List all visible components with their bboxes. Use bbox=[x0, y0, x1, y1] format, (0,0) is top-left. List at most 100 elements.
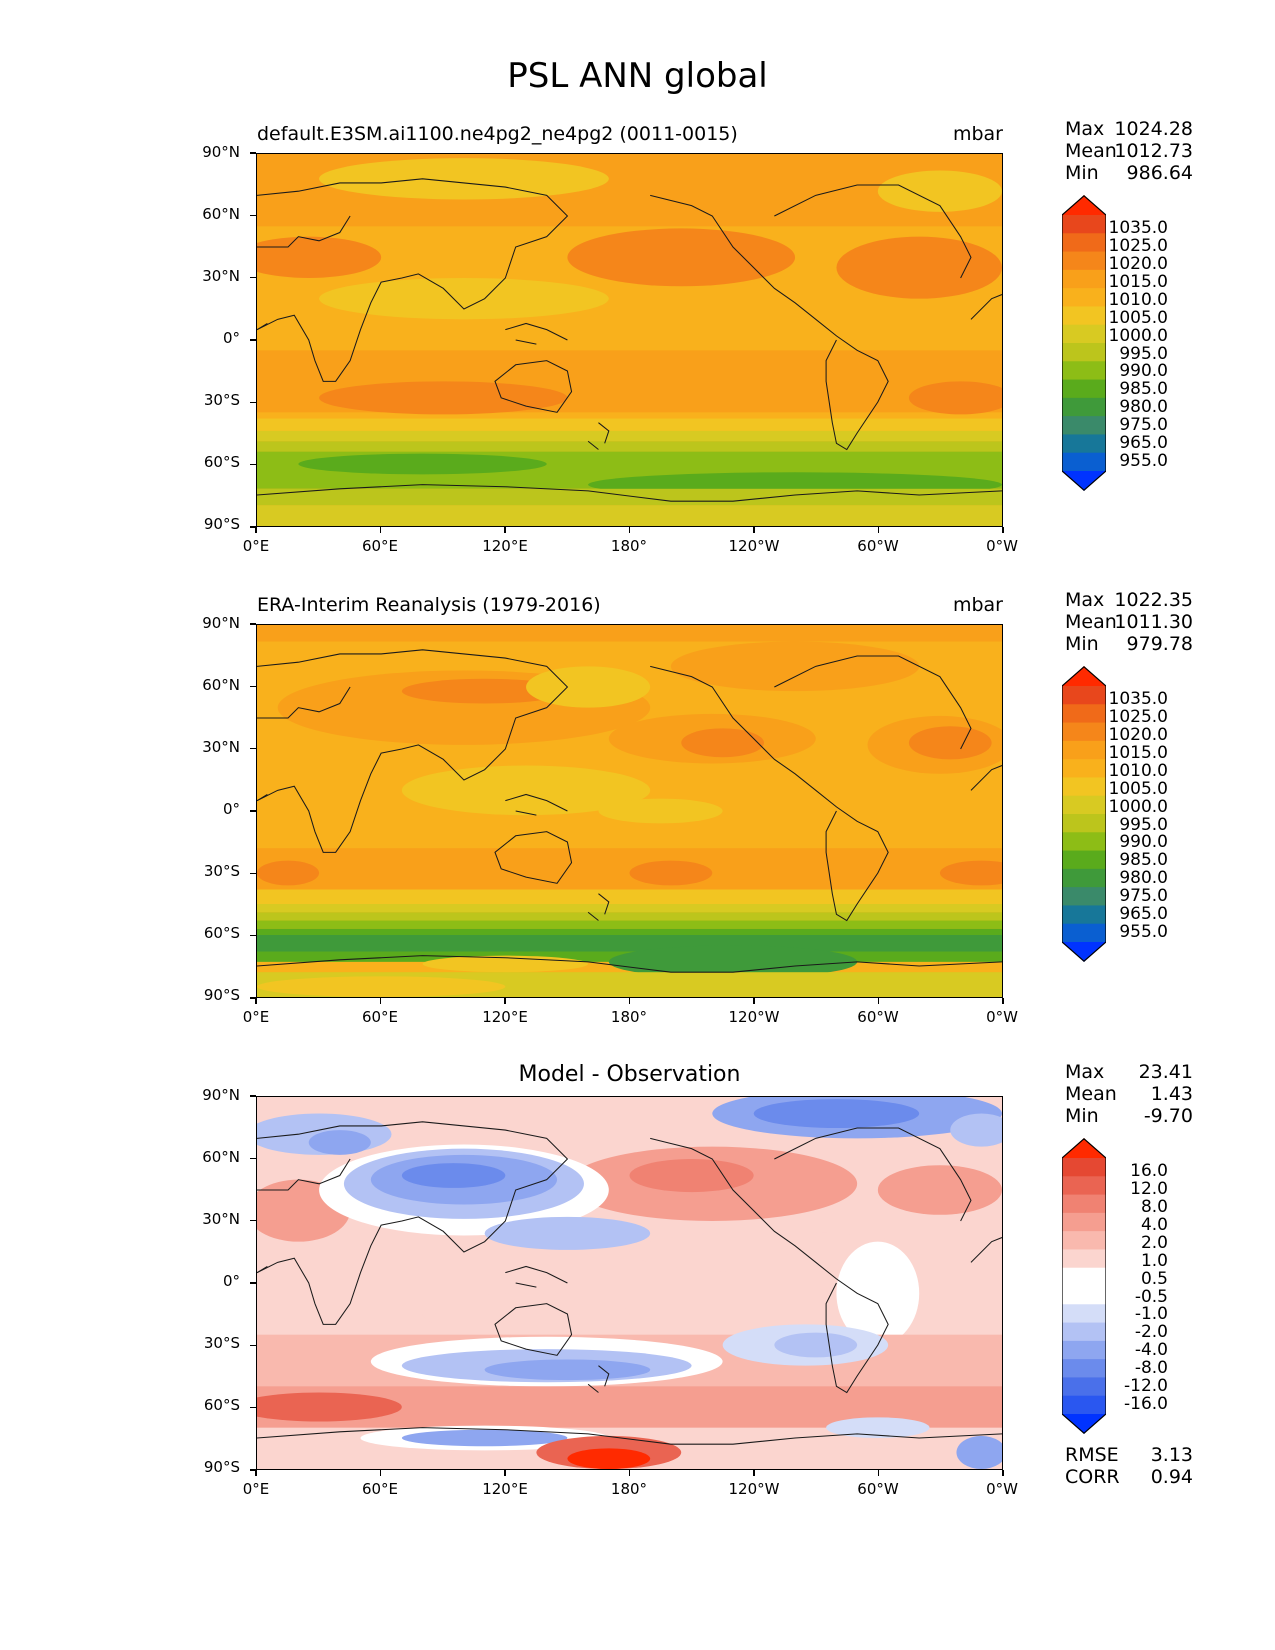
colorbar-segment bbox=[1062, 777, 1106, 797]
figure-title: PSL ANN global bbox=[507, 56, 768, 96]
colorbar-segment bbox=[1062, 1212, 1106, 1232]
colorbar-segment bbox=[1062, 379, 1106, 399]
lon-tick-label: 0°W bbox=[986, 1480, 1018, 1498]
colorbar-label: 1035.0 bbox=[1108, 218, 1168, 238]
lon-tick-mark bbox=[255, 527, 257, 533]
lon-tick-mark bbox=[753, 1470, 755, 1476]
colorbar-extend-max bbox=[1062, 666, 1106, 686]
colorbar-label: 1010.0 bbox=[1108, 290, 1168, 310]
colorbar-label: 965.0 bbox=[1119, 433, 1168, 453]
colorbar-label: 965.0 bbox=[1119, 904, 1168, 924]
lon-tick-label: 120°E bbox=[482, 537, 528, 555]
lat-tick-mark bbox=[250, 623, 256, 625]
colorbar-segment bbox=[1062, 1304, 1106, 1324]
lat-tick-label: 0° bbox=[222, 800, 240, 818]
colorbar-segment bbox=[1062, 923, 1106, 943]
colorbar-label: 1005.0 bbox=[1108, 779, 1168, 799]
lat-tick-mark bbox=[250, 934, 256, 937]
lat-tick-mark bbox=[250, 1469, 256, 1471]
lon-tick-label: 60°W bbox=[857, 1008, 899, 1026]
lon-tick-label: 120°E bbox=[482, 1008, 528, 1026]
lon-tick-mark bbox=[379, 527, 382, 533]
lon-tick-mark bbox=[628, 1470, 631, 1476]
lon-tick-mark bbox=[753, 998, 755, 1004]
colorbar-segment bbox=[1062, 722, 1106, 742]
panel-title-test: default.E3SM.ai1100.ne4pg2_ne4pg2 (0011-… bbox=[257, 123, 738, 145]
colorbar-label: 1.0 bbox=[1140, 1251, 1168, 1271]
stats-reference: Max 1022.35 Mean 1011.30 Min 979.78 bbox=[1065, 589, 1193, 655]
colorbar-label: 1015.0 bbox=[1108, 272, 1168, 292]
lat-tick-mark bbox=[250, 810, 256, 812]
colorbar-label: 1020.0 bbox=[1108, 254, 1168, 274]
colorbar-segment bbox=[1062, 1194, 1106, 1214]
colorbar-segment bbox=[1062, 416, 1106, 435]
lat-tick-label: 90°N bbox=[202, 143, 240, 161]
colorbar-label: -2.0 bbox=[1134, 1322, 1168, 1342]
lat-tick-mark bbox=[250, 685, 256, 688]
colorbar-label: -4.0 bbox=[1134, 1340, 1168, 1360]
colorbar-segment bbox=[1062, 905, 1106, 925]
colorbar-segment bbox=[1062, 1267, 1106, 1287]
lat-tick-mark bbox=[250, 1219, 256, 1222]
colorbar-segment bbox=[1062, 397, 1106, 417]
lon-tick-label: 60°W bbox=[857, 537, 899, 555]
colorbar-segment bbox=[1062, 1158, 1106, 1177]
lon-tick-mark bbox=[877, 527, 880, 533]
colorbar-label: -1.0 bbox=[1134, 1304, 1168, 1324]
colorbar-label: 990.0 bbox=[1119, 361, 1168, 381]
lat-tick-mark bbox=[250, 1157, 256, 1160]
metric-corr: CORR 0.94 bbox=[1065, 1466, 1193, 1488]
lon-tick-mark bbox=[1002, 998, 1004, 1004]
colorbar-label: 1020.0 bbox=[1108, 725, 1168, 745]
lon-tick-label: 120°E bbox=[482, 1480, 528, 1498]
colorbar-segment bbox=[1062, 251, 1106, 271]
lon-tick-mark bbox=[504, 527, 506, 533]
lat-tick-label: 0° bbox=[222, 1272, 240, 1290]
colorbar-segment bbox=[1062, 759, 1106, 778]
lon-tick-mark bbox=[628, 527, 631, 533]
lat-tick-mark bbox=[250, 997, 256, 999]
stat-max: Max 23.41 bbox=[1065, 1061, 1193, 1083]
colorbar-extend-max bbox=[1062, 1138, 1106, 1158]
panel-units-reference: mbar bbox=[952, 594, 1003, 616]
colorbar-label: 1010.0 bbox=[1108, 761, 1168, 781]
colorbar-segment bbox=[1062, 887, 1106, 906]
lat-tick-mark bbox=[250, 339, 256, 341]
lat-tick-label: 60°S bbox=[203, 453, 240, 471]
lat-tick-label: 60°S bbox=[203, 1396, 240, 1414]
lon-tick-label: 60°E bbox=[361, 537, 399, 555]
colorbar-segment bbox=[1062, 288, 1106, 307]
colorbar-segment bbox=[1062, 324, 1106, 344]
panel-units-test: mbar bbox=[952, 123, 1003, 145]
colorbar-segment bbox=[1062, 795, 1106, 815]
lon-tick-label: 60°E bbox=[361, 1008, 399, 1026]
colorbar-label: -8.0 bbox=[1134, 1358, 1168, 1378]
lon-tick-mark bbox=[379, 1470, 382, 1476]
colorbar-label: 0.5 bbox=[1140, 1269, 1168, 1289]
lon-tick-label: 60°E bbox=[361, 1480, 399, 1498]
lat-tick-label: 0° bbox=[222, 329, 240, 347]
lon-tick-label: 0°E bbox=[242, 1480, 270, 1498]
colorbar-label: 955.0 bbox=[1119, 922, 1168, 942]
lat-tick-label: 30°N bbox=[202, 267, 240, 285]
colorbar-segment bbox=[1062, 850, 1106, 870]
lon-tick-mark bbox=[504, 998, 506, 1004]
colorbar-label: 8.0 bbox=[1140, 1197, 1168, 1217]
stat-mean: Mean 1012.73 bbox=[1065, 140, 1193, 162]
lat-tick-mark bbox=[250, 401, 256, 404]
lat-tick-mark bbox=[250, 152, 256, 154]
colorbar-segment bbox=[1062, 1340, 1106, 1360]
lon-tick-mark bbox=[255, 998, 257, 1004]
colorbar-extend-max bbox=[1062, 195, 1106, 215]
colorbar-segment bbox=[1062, 343, 1106, 362]
colorbar-segment bbox=[1062, 306, 1106, 326]
panel-title-diff: Model - Observation bbox=[518, 1062, 741, 1087]
stat-mean: Mean 1011.30 bbox=[1065, 611, 1193, 633]
colorbar-label: 955.0 bbox=[1119, 451, 1168, 471]
colorbar-test bbox=[1061, 195, 1107, 491]
lon-tick-label: 120°W bbox=[728, 1008, 780, 1026]
lat-tick-mark bbox=[250, 463, 256, 466]
colorbar-label: 1035.0 bbox=[1108, 689, 1168, 709]
colorbar-segment bbox=[1062, 1395, 1106, 1415]
lat-tick-mark bbox=[250, 747, 256, 750]
